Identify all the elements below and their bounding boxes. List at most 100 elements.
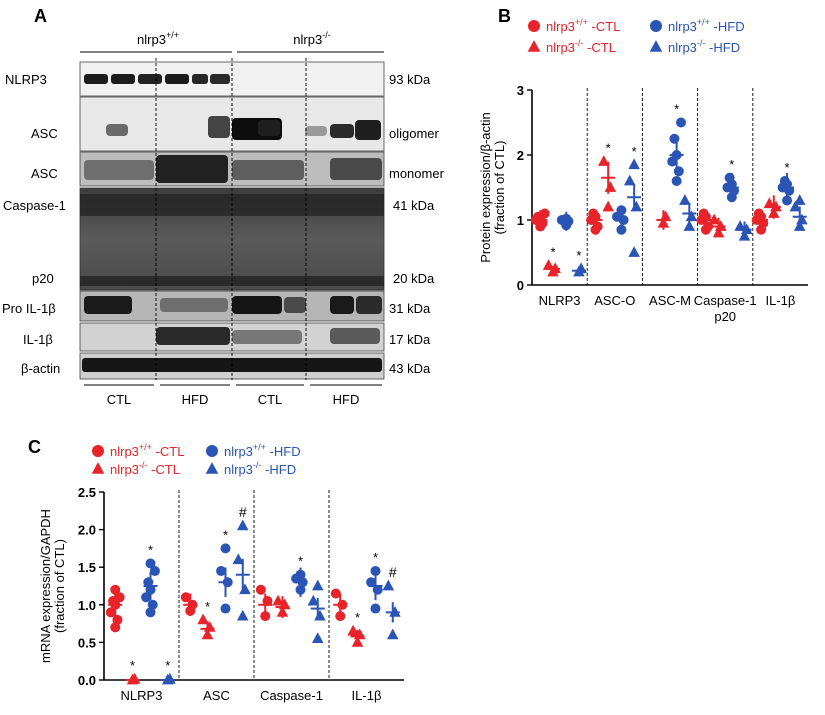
data-point — [542, 259, 555, 270]
blot-label-right: 17 kDa — [389, 332, 431, 347]
significance-mark: * — [298, 554, 303, 569]
legend-marker — [92, 445, 104, 457]
category-label: NLRP3 — [121, 688, 163, 703]
legend-label: nlrp3-/- -CTL — [546, 38, 616, 55]
y-axis-label: Protein expression/β-actin — [478, 112, 493, 263]
category-label: IL-1β — [765, 293, 795, 308]
data-point — [676, 117, 687, 128]
group-label: HFD — [182, 392, 209, 407]
data-point — [669, 133, 680, 144]
legend-marker — [650, 20, 662, 32]
category-label: ASC — [203, 688, 230, 703]
legend-label: nlrp3-/- -HFD — [668, 38, 740, 55]
legend-b: nlrp3+/+ -CTL nlrp3-/- -CTL nlrp3+/+ -HFD n… — [527, 17, 745, 55]
data-point — [197, 613, 209, 625]
blot-label-right: 93 kDa — [389, 72, 431, 87]
significance-mark: # — [389, 564, 397, 580]
y-axis-label: (fraction of CTL) — [492, 141, 507, 235]
data-point — [105, 607, 116, 618]
significance-mark: * — [165, 658, 170, 673]
blot-label-left: NLRP3 — [5, 72, 47, 87]
y-tick-label: 0.5 — [78, 635, 96, 650]
data-point — [236, 519, 249, 531]
legend-marker — [527, 40, 541, 52]
data-point — [220, 543, 231, 554]
significance-mark: * — [373, 550, 378, 565]
data-point — [789, 200, 802, 212]
blot-label-left: ASC — [31, 166, 58, 181]
data-point — [382, 579, 395, 591]
significance-mark: * — [632, 144, 637, 159]
y-tick-label: 1 — [517, 213, 524, 228]
data-point — [602, 200, 614, 212]
data-point — [588, 208, 599, 219]
data-point — [539, 208, 550, 219]
data-point — [630, 200, 643, 212]
blot-il1b — [79, 322, 385, 352]
legend-marker — [91, 462, 105, 474]
data-point — [796, 213, 808, 225]
panel-letter-a: A — [34, 6, 47, 26]
category-sublabel: p20 — [714, 309, 736, 324]
data-point — [330, 588, 341, 599]
panel-a-blots: nlrp3+/+ nlrp3-/- — [2, 30, 445, 407]
data-point — [598, 155, 610, 166]
panel-letter-b: B — [498, 6, 511, 26]
blot-label-right: 20 kDa — [393, 271, 435, 286]
data-point — [671, 176, 682, 186]
legend-label: nlrp3-/- -HFD — [224, 460, 296, 477]
legend-marker — [205, 462, 219, 474]
legend-marker — [528, 20, 540, 32]
data-point — [147, 599, 158, 610]
blot-label-left: IL-1β — [23, 332, 53, 347]
data-point — [779, 176, 790, 186]
significance-mark: * — [205, 599, 210, 614]
significance-mark: * — [784, 160, 789, 175]
y-tick-label: 2 — [517, 148, 524, 163]
data-point — [708, 213, 720, 225]
data-point — [232, 553, 245, 565]
data-point — [370, 603, 381, 614]
blot-label-left: Caspase-1 — [3, 198, 66, 213]
significance-mark: * — [355, 610, 360, 625]
data-point — [110, 622, 121, 633]
significance-mark: # — [239, 504, 247, 520]
blot-label-right: oligomer — [389, 126, 440, 141]
data-point — [145, 607, 156, 618]
y-axis-label: (fraction of CTL) — [52, 539, 67, 633]
data-point — [763, 197, 776, 209]
data-point — [311, 579, 324, 591]
group-label: HFD — [333, 392, 360, 407]
data-point — [239, 583, 251, 595]
data-point — [114, 592, 125, 603]
legend-label: nlrp3+/+ -HFD — [224, 442, 301, 459]
data-point — [311, 632, 324, 644]
blot-label-right: 41 kDa — [393, 198, 435, 213]
significance-mark: * — [550, 245, 555, 260]
data-point — [793, 194, 806, 205]
data-point — [685, 210, 698, 222]
data-point — [314, 609, 326, 621]
category-label: IL-1β — [352, 688, 382, 703]
blot-label-left: p20 — [32, 271, 54, 286]
genotype-label-wt: nlrp3+/+ — [137, 30, 179, 47]
data-point — [753, 208, 764, 219]
data-point — [734, 220, 746, 231]
data-point — [145, 558, 156, 569]
data-point — [623, 174, 636, 186]
category-label: Caspase-1 — [260, 688, 323, 703]
category-label: ASC-M — [649, 293, 691, 308]
data-point — [307, 594, 320, 606]
significance-mark: * — [606, 141, 611, 156]
data-point — [216, 565, 227, 576]
blot-asc-monomer — [79, 151, 385, 187]
significance-mark: * — [674, 102, 679, 117]
data-point — [180, 592, 191, 603]
data-point — [628, 158, 640, 170]
panel-letter-c: C — [28, 437, 41, 457]
data-point — [683, 220, 696, 231]
data-point — [220, 603, 231, 614]
data-point — [366, 577, 377, 588]
data-point — [141, 592, 152, 603]
